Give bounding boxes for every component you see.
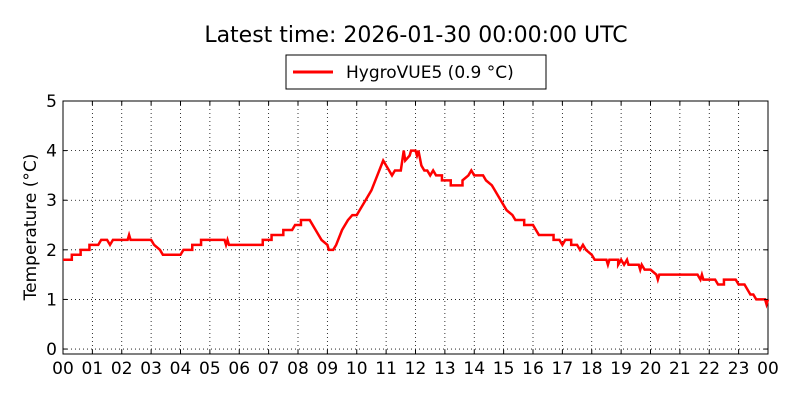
legend: HygroVUE5 (0.9 °C) — [285, 54, 547, 90]
y-tick-label: 4 — [46, 142, 57, 162]
x-tick-label: 02 — [111, 359, 133, 379]
y-tick-label: 0 — [46, 340, 57, 360]
x-tick-label: 09 — [317, 359, 339, 379]
x-tick-label: 00 — [52, 359, 74, 379]
y-tick-label: 3 — [46, 191, 57, 211]
x-tick-label: 11 — [375, 359, 397, 379]
series-line-hygrovue5 — [63, 149, 770, 309]
x-tick-labels: 00 01 02 03 04 05 06 07 08 09 10 11 12 13 14 15 16 17 18 19… — [52, 359, 779, 379]
x-tick-label: 15 — [493, 359, 515, 379]
axis-ticks — [62, 100, 769, 354]
x-tick-label: 20 — [640, 359, 662, 379]
x-tick-label: 14 — [463, 359, 485, 379]
x-tick-label: 03 — [140, 359, 162, 379]
y-tick-label: 5 — [46, 92, 57, 112]
x-tick-label: 13 — [434, 359, 456, 379]
y-axis-label: Temperature (°C) — [21, 154, 41, 302]
x-tick-label: 10 — [346, 359, 368, 379]
chart-title: Latest time: 2026-01-30 00:00:00 UTC — [204, 23, 627, 48]
x-tick-label: 06 — [228, 359, 250, 379]
x-tick-label: 07 — [258, 359, 280, 379]
x-tick-label: 21 — [669, 359, 691, 379]
x-tick-label: 17 — [552, 359, 574, 379]
x-tick-label: 16 — [522, 359, 544, 379]
x-tick-label: 18 — [581, 359, 603, 379]
x-tick-label: 00 — [757, 359, 779, 379]
x-tick-label: 05 — [199, 359, 221, 379]
y-tick-labels: 0 1 2 3 4 5 — [46, 92, 57, 360]
x-tick-label: 08 — [287, 359, 309, 379]
x-tick-label: 12 — [405, 359, 427, 379]
x-tick-label: 23 — [728, 359, 750, 379]
x-tick-label: 22 — [698, 359, 720, 379]
y-tick-label: 1 — [46, 290, 57, 310]
series-layer — [63, 149, 770, 309]
x-tick-label: 04 — [170, 359, 192, 379]
x-tick-label: 19 — [610, 359, 632, 379]
x-tick-label: 01 — [82, 359, 104, 379]
y-tick-label: 2 — [46, 241, 57, 261]
legend-label-hygrovue5: HygroVUE5 (0.9 °C) — [346, 63, 514, 83]
